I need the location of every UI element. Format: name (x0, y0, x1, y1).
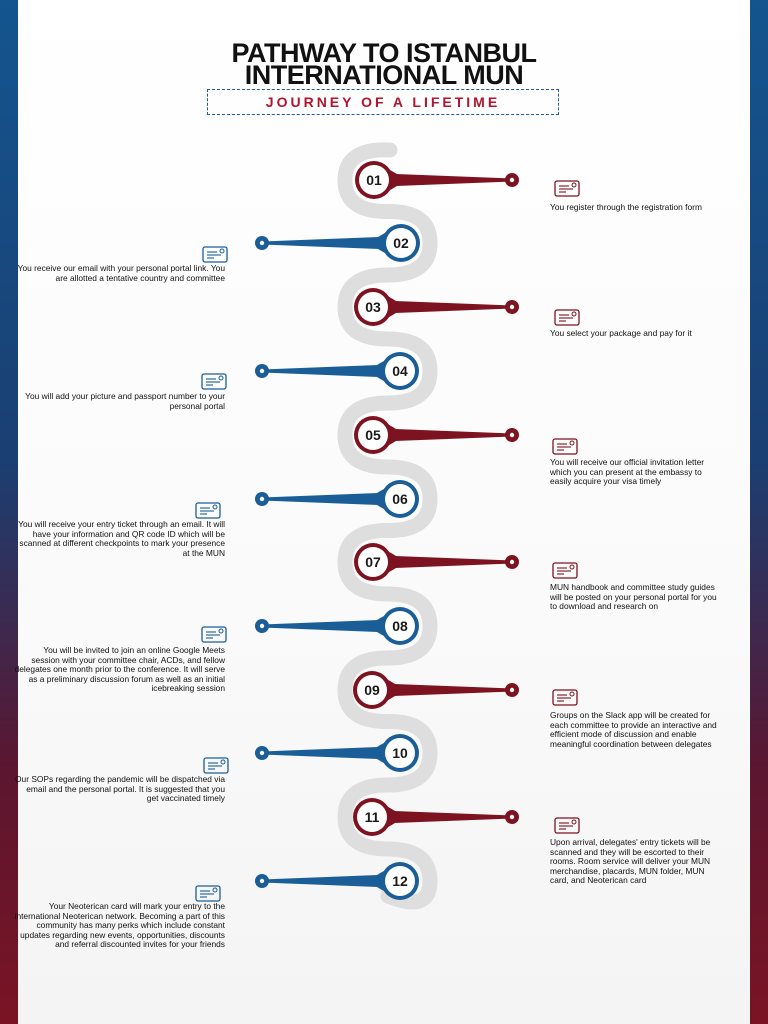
step-description-08: You will be invited to join an online Go… (14, 645, 225, 694)
step-description-06: You will receive your entry ticket throu… (18, 519, 225, 558)
step-description-11: Upon arrival, delegates' entry tickets w… (550, 837, 711, 886)
step-number: 12 (392, 873, 408, 889)
step-description-07: MUN handbook and committee study guides … (550, 582, 717, 612)
step-marker-06: 06 (255, 480, 419, 518)
step-marker-11: 11 (353, 798, 519, 836)
road-line (337, 142, 438, 910)
connector-line (262, 620, 378, 632)
page-title-line-2: INTERNATIONAL MUN (244, 60, 524, 90)
right-border-bar (750, 0, 768, 1024)
step-marker-02: 02 (255, 224, 420, 262)
step-number: 11 (365, 809, 380, 825)
step-number: 10 (392, 745, 408, 761)
step-marker-07: 07 (354, 543, 519, 581)
step-description-03: You select your package and pay for it (550, 328, 692, 338)
connector-line (395, 301, 512, 313)
page-title-line-1: PATHWAY TO ISTANBUL (231, 38, 537, 68)
pin-inner (385, 356, 415, 386)
endpoint-dot-center (509, 432, 515, 438)
sanitizer-icon (202, 755, 230, 775)
connector-line (262, 493, 378, 505)
step-marker-01: 01 (355, 161, 519, 199)
connector-line (262, 875, 378, 887)
subtitle-banner: JOURNEY OF A LIFETIME (207, 89, 559, 115)
step-marker-04: 04 (255, 352, 419, 390)
endpoint-dot-center (509, 814, 515, 820)
step-description-12: Your Neoterican card will mark your entr… (14, 901, 225, 950)
step-number: 02 (393, 235, 409, 251)
endpoint-dot-center (259, 496, 265, 502)
pin-inner (385, 611, 415, 641)
connector-line (262, 747, 378, 759)
registration-form-icon (553, 178, 581, 198)
connector-line (262, 365, 378, 377)
step-number: 04 (392, 363, 408, 379)
package-payment-icon (553, 307, 581, 327)
endpoint-dot-center (509, 559, 515, 565)
reception-desk-icon (553, 815, 581, 835)
pin-inner (359, 165, 389, 195)
step-description-05: You will receive our official invitation… (550, 457, 705, 487)
connector-line (262, 237, 379, 249)
step-number: 08 (392, 618, 408, 634)
endpoint-dot-center (259, 623, 265, 629)
member-card-icon (194, 883, 222, 903)
step-marker-08: 08 (255, 607, 419, 645)
endpoint-dot-center (259, 368, 265, 374)
id-card-icon (200, 371, 228, 391)
connector-line (396, 174, 512, 186)
step-description-10: Our SOPs regarding the pandemic will be … (15, 774, 225, 804)
step-number: 07 (365, 554, 381, 570)
endpoint-dot-center (259, 878, 265, 884)
endpoint-dot-center (259, 240, 265, 246)
step-number: 09 (364, 682, 380, 698)
endpoint-dot-center (509, 687, 515, 693)
pin-inner (385, 738, 415, 768)
handbook-icon (551, 560, 579, 580)
email-icon (201, 244, 229, 264)
connector-line (394, 684, 512, 696)
step-description-01: You register through the registration fo… (550, 202, 702, 212)
step-marker-03: 03 (354, 288, 519, 326)
step-description-04: You will add your picture and passport n… (25, 391, 225, 411)
step-marker-05: 05 (354, 416, 519, 454)
left-border-bar (0, 0, 18, 1024)
step-marker-09: 09 (353, 671, 519, 709)
pin-inner (357, 802, 387, 832)
step-marker-10: 10 (255, 734, 419, 772)
step-number: 06 (392, 491, 408, 507)
endpoint-dot-center (509, 177, 515, 183)
endpoint-dot-center (259, 750, 265, 756)
step-description-02: You receive our email with your personal… (17, 263, 225, 283)
ticket-icon (194, 500, 222, 520)
road-path (337, 142, 438, 910)
step-number: 03 (365, 299, 381, 315)
step-markers: 01 02 03 04 05 06 07 08 09 10 11 12 (255, 161, 519, 900)
connector-line (395, 429, 512, 441)
connector-line (394, 811, 512, 823)
pin-inner (385, 484, 415, 514)
endpoint-dot-center (509, 304, 515, 310)
pin-inner (385, 866, 415, 896)
pin-inner (358, 292, 388, 322)
pin-inner (357, 675, 387, 705)
step-number: 05 (365, 427, 381, 443)
step-number: 01 (366, 172, 382, 188)
visa-icon (551, 436, 579, 456)
step-marker-12: 12 (255, 862, 419, 900)
step-description-09: Groups on the Slack app will be created … (550, 710, 717, 749)
connector-line (395, 556, 512, 568)
chat-group-icon (551, 687, 579, 707)
pin-inner (386, 228, 416, 258)
pin-inner (358, 547, 388, 577)
pin-inner (358, 420, 388, 450)
online-meeting-icon (200, 624, 228, 644)
